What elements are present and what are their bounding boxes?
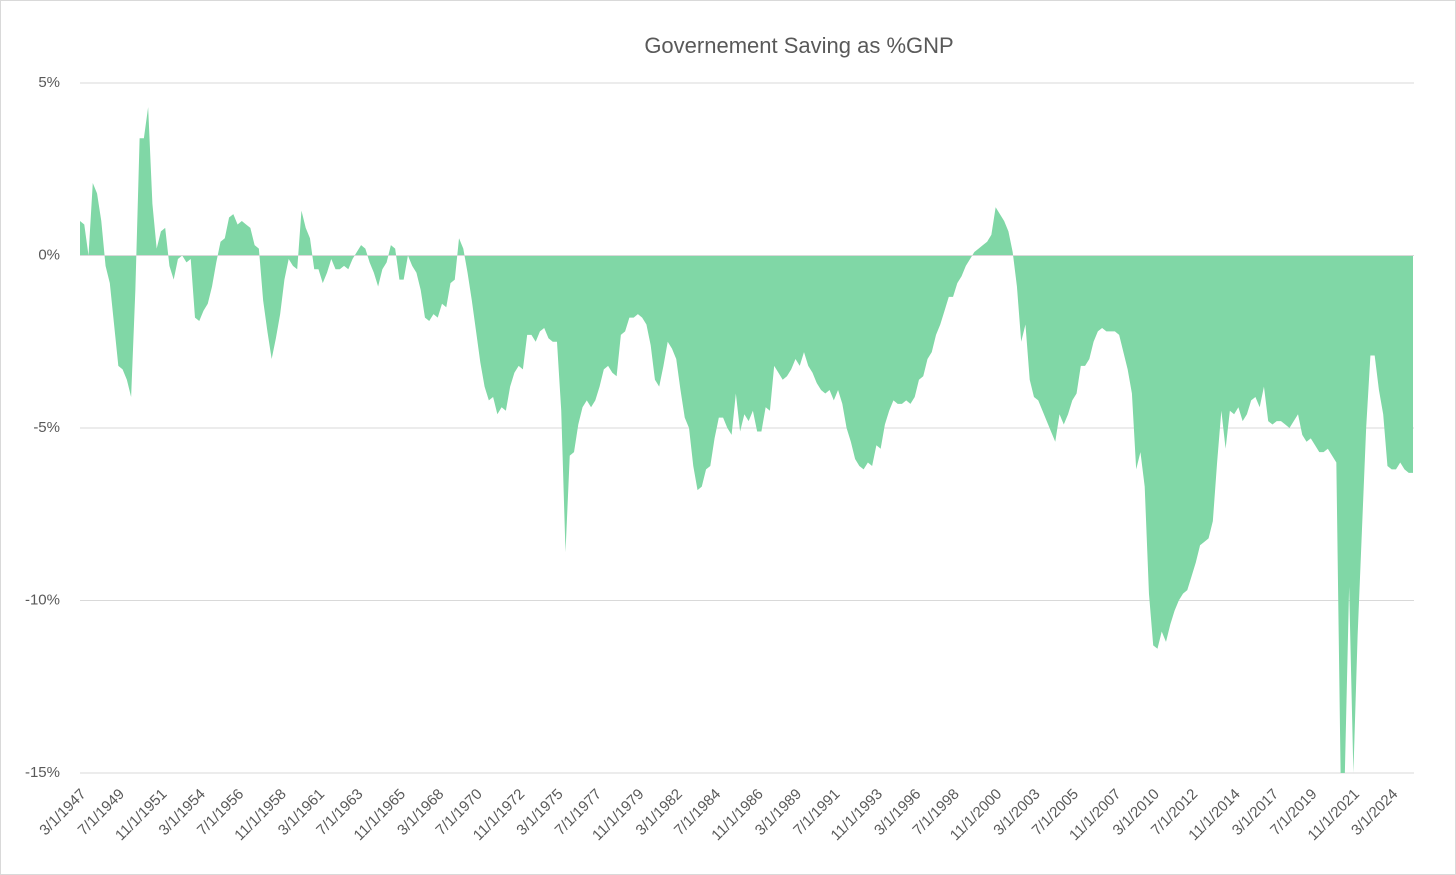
y-tick-label: 5% (38, 74, 60, 91)
area (80, 107, 1413, 773)
y-tick-label: -5% (33, 419, 60, 436)
y-tick-label: -10% (25, 591, 60, 608)
y-tick-label: 0% (38, 246, 60, 263)
chart-title: Governement Saving as %GNP (644, 33, 953, 58)
y-tick-label: -15% (25, 764, 60, 781)
